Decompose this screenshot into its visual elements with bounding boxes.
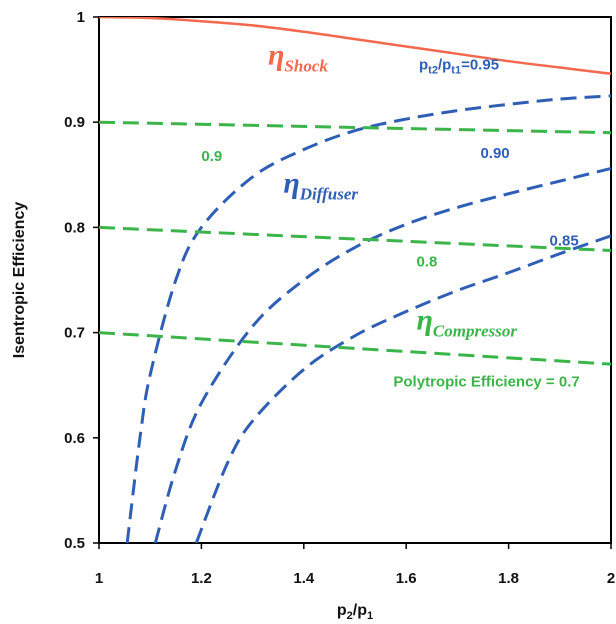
label-09: 0.9 [201,148,222,165]
x-tick-label: 1.2 [191,570,212,587]
y-tick-label: 1 [77,9,85,26]
y-tick-label: 0.5 [64,535,85,552]
label-090: 0.90 [480,145,509,162]
x-axis-ticks: 1 1.2 1.4 1.6 1.8 2 [95,543,615,587]
eta-diffuser: ηDiffuser [283,167,358,204]
shock-curve [99,17,611,76]
compressor-curve-07 [99,331,611,366]
series-layer [99,17,611,543]
diffuser-curve-090 [153,167,611,543]
y-tick-label: 0.7 [64,325,85,342]
label-085: 0.85 [550,232,579,249]
diffuser-curve-085 [194,234,611,543]
plot-frame [98,16,612,544]
compressor-curve-09 [99,120,611,135]
x-tick-label: 1.4 [293,570,315,587]
y-tick-label: 0.9 [64,114,85,131]
y-axis-title: Isentropic Efficiency [11,202,28,359]
label-08: 0.8 [416,253,437,270]
y-tick-label: 0.8 [64,219,85,236]
y-axis-ticks: 0.5 0.6 0.7 0.8 0.9 1 [64,9,99,552]
compressor-curve-08 [99,225,611,253]
x-tick-label: 1.8 [498,570,519,587]
x-tick-label: 1 [95,570,103,587]
eta-shock: ηShock [268,38,328,75]
label-poly: Polytropic Efficiency = 0.7 [393,373,579,390]
x-axis-title: p2/p1 [337,602,373,622]
y-tick-label: 0.6 [64,430,85,447]
x-tick-label: 1.6 [396,570,417,587]
annotations: ηShock ηDiffuser ηCompressor pt2/pt1=0.95 0.… [201,38,579,390]
eta-compressor: ηCompressor [416,303,517,340]
label-pratio-095: pt2/pt1=0.95 [419,57,499,77]
diffuser-curve-095 [125,94,611,543]
x-tick-label: 2 [607,570,615,587]
